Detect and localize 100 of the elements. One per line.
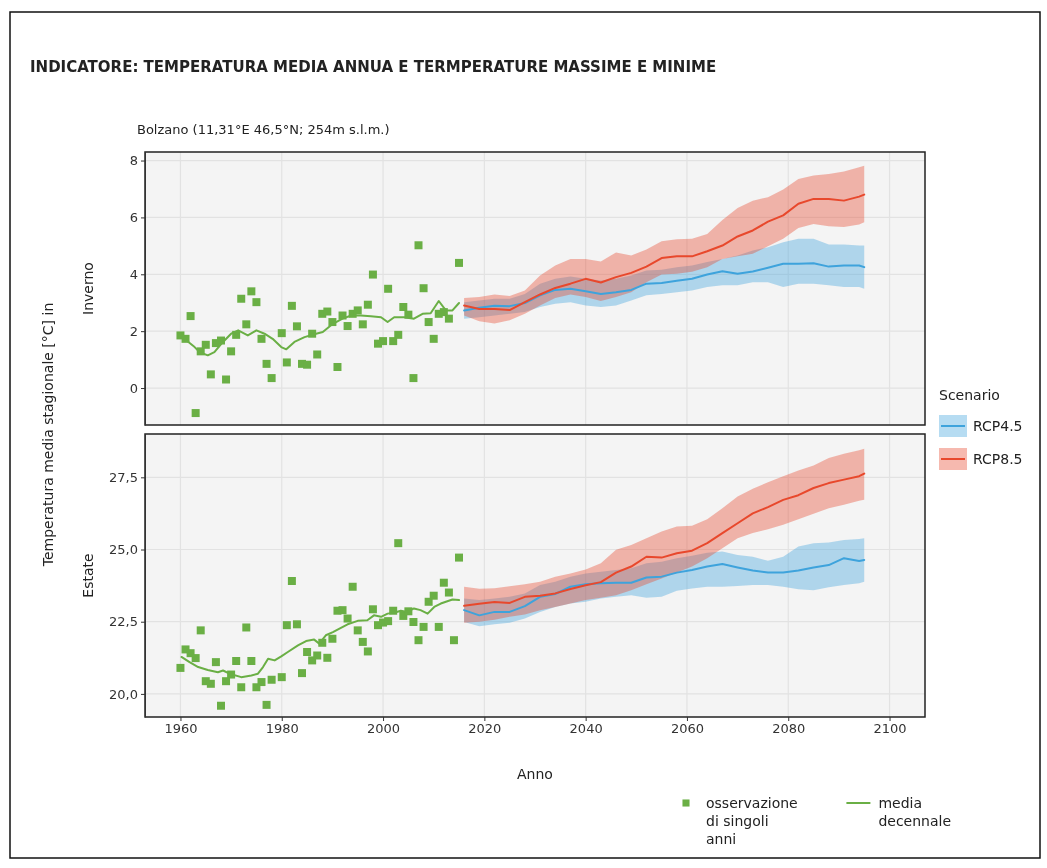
- point: [455, 258, 464, 267]
- line-series: [463, 262, 866, 312]
- point: [429, 334, 438, 343]
- point: [419, 284, 428, 293]
- point: [287, 576, 296, 585]
- x-axis-title: Anno: [517, 766, 553, 782]
- point: [444, 314, 453, 323]
- point: [368, 270, 377, 279]
- y-tick-label: 4: [129, 266, 138, 282]
- point: [237, 683, 246, 692]
- point: [444, 588, 453, 597]
- point: [358, 637, 367, 646]
- line-series: [463, 193, 866, 312]
- point: [414, 241, 423, 250]
- point: [384, 617, 393, 626]
- point: [348, 582, 357, 591]
- y-tick-label: 0: [129, 380, 138, 396]
- point: [303, 360, 312, 369]
- point: [298, 669, 307, 678]
- legend-label: media decennale: [878, 795, 952, 829]
- legend-label: RCP4.5: [973, 418, 1023, 434]
- x-tick-label: 2000: [367, 721, 401, 737]
- y-axis-title: Inverno: [80, 262, 96, 315]
- point: [328, 634, 337, 643]
- point: [414, 636, 423, 645]
- legend-label: RCP8.5: [973, 451, 1023, 467]
- point: [323, 307, 332, 316]
- text: Temperatura media stagionale [°C] in: [40, 302, 56, 568]
- y-tick-label: 20,0: [109, 686, 138, 702]
- y-tick-label: 27,5: [109, 469, 138, 485]
- legend-label: osservazione di singoli anni: [706, 795, 798, 847]
- x-tick-label: 1980: [265, 721, 299, 737]
- point: [353, 626, 362, 635]
- point: [247, 656, 256, 665]
- y-tick-label: 25,0: [109, 542, 138, 558]
- point: [338, 606, 347, 615]
- y-tick-label: 2: [129, 323, 138, 339]
- x-tick-label: 2060: [670, 721, 704, 737]
- point: [267, 374, 276, 383]
- point: [252, 298, 261, 307]
- chart-subtitle: Bolzano (11,31°E 46,5°N; 254m s.l.m.): [137, 122, 390, 137]
- point: [257, 334, 266, 343]
- point: [191, 409, 200, 418]
- point: [232, 656, 241, 665]
- point: [262, 359, 271, 368]
- line-series: [463, 472, 866, 607]
- point: [343, 614, 352, 623]
- point: [201, 340, 210, 349]
- point: [206, 370, 215, 379]
- point: [242, 623, 251, 632]
- point: [206, 679, 215, 688]
- point: [282, 358, 291, 367]
- point: [222, 375, 231, 384]
- point: [292, 620, 301, 629]
- point: [368, 605, 377, 614]
- point: [424, 318, 433, 327]
- point: [257, 678, 266, 687]
- point: [358, 320, 367, 329]
- point: [282, 621, 291, 630]
- point: [292, 322, 301, 331]
- x-tick-label: 2040: [569, 721, 603, 737]
- point: [237, 294, 246, 303]
- point: [186, 312, 195, 321]
- legend-title: Scenario: [939, 387, 1000, 403]
- point: [287, 301, 296, 310]
- point: [409, 617, 418, 626]
- point: [211, 658, 220, 667]
- point: [313, 350, 322, 359]
- point: [419, 622, 428, 631]
- point: [394, 330, 403, 339]
- x-tick-label: 2080: [772, 721, 806, 737]
- point: [277, 673, 286, 682]
- point: [353, 306, 362, 315]
- point: [176, 663, 185, 672]
- point: [313, 651, 322, 660]
- point: [389, 337, 398, 346]
- point: [424, 597, 433, 606]
- point: [242, 320, 251, 329]
- point: [216, 701, 225, 710]
- point: [363, 300, 372, 309]
- chart-title: INDICATORE: TEMPERATURA MEDIA ANNUA E TERMPERATURE MASSIME E MINIME: [30, 58, 717, 76]
- y-tick-label: 22,5: [109, 614, 138, 630]
- x-tick-label: 2100: [873, 721, 907, 737]
- point: [394, 539, 403, 548]
- point: [409, 374, 418, 383]
- point: [429, 591, 438, 600]
- point: [267, 675, 276, 684]
- line-series: [463, 557, 866, 617]
- point: [379, 337, 388, 346]
- point: [277, 329, 286, 338]
- point: [343, 322, 352, 331]
- point: [333, 362, 342, 371]
- y-tick-label: 8: [129, 153, 138, 169]
- point: [399, 302, 408, 311]
- point: [227, 347, 236, 356]
- point: [434, 622, 443, 631]
- point: [439, 578, 448, 587]
- point: [247, 287, 256, 296]
- point: [262, 700, 271, 709]
- point: [196, 626, 205, 635]
